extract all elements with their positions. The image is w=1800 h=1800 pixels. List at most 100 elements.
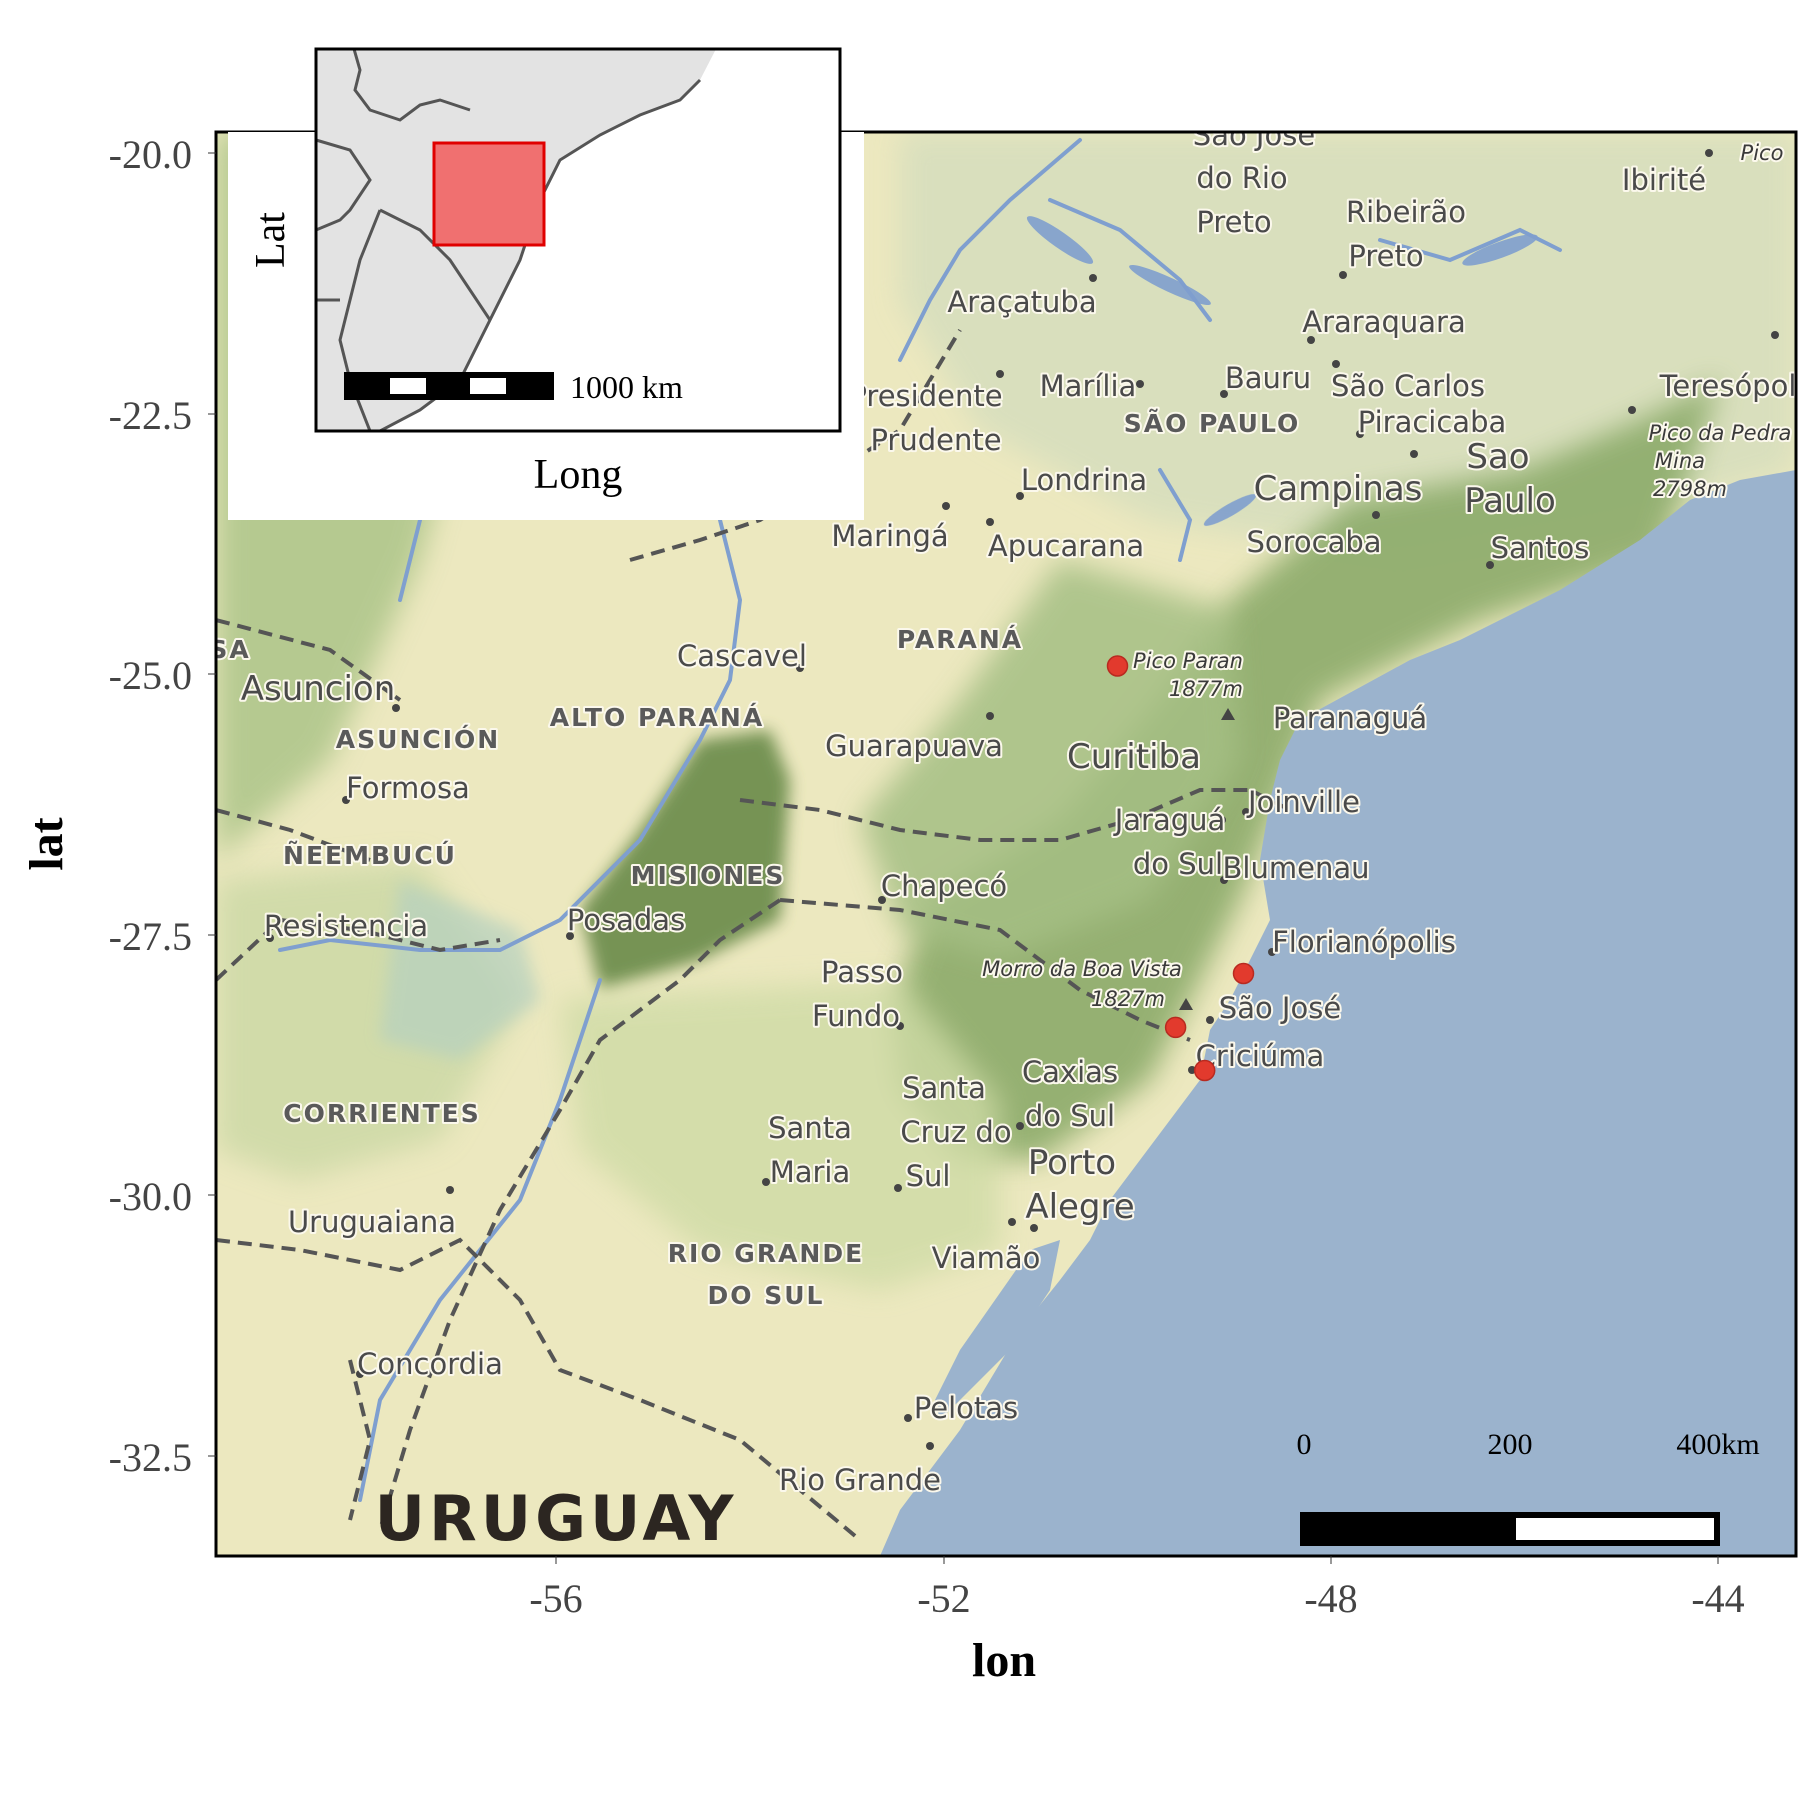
city-label: Chapecó: [881, 869, 1007, 903]
inset-panel: 1000 km Long Lat: [228, 47, 864, 520]
peak-label: Pico: [1741, 141, 1784, 165]
site-marker: [1193, 1059, 1216, 1082]
y-tick-label: -32.5: [109, 1435, 192, 1480]
city-label: Criciúma: [1196, 1039, 1325, 1073]
y-axis: -20.0 -22.5 -25.0 -27.5 -30.0 -32.5 lat: [20, 132, 216, 1480]
city-label: Blumenau: [1223, 851, 1370, 885]
scale-label-200: 200: [1488, 1428, 1533, 1461]
city-label: do Sul: [1025, 1099, 1115, 1133]
city-label: Guarapuava: [825, 729, 1003, 763]
terrain-shading: [216, 132, 1796, 1290]
reservoirs: [1026, 216, 1538, 526]
city-label: Ribeirão: [1346, 195, 1466, 229]
inset-study-area: [432, 141, 546, 247]
city-label: Ibirité: [1622, 163, 1706, 197]
y-tick-label: -27.5: [109, 914, 192, 959]
region-label: DO SUL: [708, 1281, 825, 1310]
city-label: Sao: [1466, 437, 1529, 477]
city-label: Preto: [1196, 205, 1271, 239]
region-label: ÑEEMBUCÚ: [283, 840, 457, 870]
x-tick-label: -44: [1691, 1576, 1744, 1621]
city-label: Pelotas: [914, 1391, 1018, 1425]
y-tick-label: -30.0: [109, 1174, 192, 1219]
city-label: Paranaguá: [1273, 701, 1427, 735]
region-label: MISIONES: [631, 861, 786, 890]
site-marker: [1232, 962, 1255, 985]
x-tick-label: -48: [1304, 1576, 1357, 1621]
atlantic-ocean: [880, 470, 1796, 1556]
peak-label: 1877m: [1169, 677, 1243, 701]
city-label: Piracicaba: [1358, 405, 1507, 439]
inset-x-title: Long: [534, 452, 623, 498]
inset-y-title: Lat: [248, 212, 294, 268]
city-label: Viamão: [932, 1241, 1041, 1275]
inset-scale-bar: [344, 372, 554, 400]
region-label: SA: [209, 635, 250, 664]
scale-label-0: 0: [1297, 1428, 1312, 1461]
y-tick-label: -25.0: [109, 653, 192, 698]
y-tick-label: -20.0: [109, 132, 192, 177]
city-label: Maria: [770, 1155, 851, 1189]
city-label: Paulo: [1464, 481, 1556, 521]
city-label: Porto: [1028, 1143, 1116, 1183]
city-label: Prudente: [870, 423, 1001, 457]
city-label: Posadas: [567, 903, 685, 937]
city-label: Preto: [1348, 239, 1423, 273]
region-label: ALTO PARANÁ: [550, 703, 764, 732]
peak-label: Pico Paran: [1133, 649, 1243, 673]
city-label: Fundo: [812, 999, 900, 1033]
city-label: Cruz do: [900, 1115, 1011, 1149]
site-marker: [1164, 1016, 1187, 1039]
city-label: Araçatuba: [947, 285, 1096, 319]
state-borders: [216, 328, 1291, 1542]
city-label: Resistencia: [264, 909, 428, 943]
peak-label: 1827m: [1091, 987, 1165, 1011]
map-frame: [214, 130, 1798, 1558]
peak-label: Mina: [1655, 449, 1705, 473]
city-label: Uruguaiana: [288, 1205, 456, 1239]
map-panel[interactable]: SÃO PAULO PARANÁ ALTO PARANÁ ASUNCIÓN ÑE…: [209, 118, 1796, 1556]
city-label: São José: [1219, 991, 1341, 1025]
city-label: Passo: [821, 955, 903, 989]
map-labels: SÃO PAULO PARANÁ ALTO PARANÁ ASUNCIÓN ÑE…: [209, 118, 1796, 1555]
scale-label-400km: 400km: [1676, 1428, 1759, 1461]
region-label: ASUNCIÓN: [336, 724, 500, 754]
city-label: Londrina: [1021, 463, 1147, 497]
city-label: Joinville: [1246, 785, 1360, 819]
city-label: Concordia: [357, 1347, 503, 1381]
city-label: São José: [1193, 118, 1315, 152]
peak-label: Pico da Pedra: [1649, 421, 1792, 445]
city-label: Campinas: [1254, 469, 1423, 509]
peak-label: 2798m: [1653, 477, 1727, 501]
city-label: Bauru: [1225, 361, 1311, 395]
city-label: Florianópolis: [1272, 925, 1456, 959]
city-label: Caxias: [1022, 1055, 1118, 1089]
x-tick-label: -56: [529, 1576, 582, 1621]
city-label: do Sul: [1133, 847, 1223, 881]
y-tick-label: -22.5: [109, 393, 192, 438]
city-label: Santa: [768, 1111, 852, 1145]
x-axis: -56 -52 -48 -44 lon: [529, 1556, 1745, 1687]
city-label: Maringá: [831, 519, 948, 553]
city-label: Sul: [906, 1159, 951, 1193]
city-label: Asuncion: [241, 669, 396, 709]
city-label: Santos: [1491, 531, 1590, 565]
peak-markers: [1179, 708, 1235, 1010]
x-tick-label: -52: [917, 1576, 970, 1621]
city-label: Marília: [1040, 369, 1137, 403]
lagoa-dos-patos: [935, 1240, 1060, 1420]
site-marker: [1106, 655, 1129, 677]
region-label: PARANÁ: [897, 625, 1023, 654]
city-label: do Rio: [1196, 161, 1287, 195]
city-label: Jaraguá: [1113, 803, 1226, 837]
x-axis-title: lon: [972, 1634, 1036, 1687]
city-label: São Carlos: [1331, 369, 1485, 403]
map-scale-bar: 0 200 400km: [1297, 1428, 1760, 1546]
site-markers: [1106, 655, 1255, 1082]
peak-label: Morro da Boa Vista: [982, 957, 1182, 981]
city-label: Curitiba: [1067, 737, 1201, 777]
city-label: Presidente: [849, 379, 1002, 413]
y-axis-title: lat: [20, 817, 73, 870]
city-label: Apucarana: [988, 529, 1144, 563]
